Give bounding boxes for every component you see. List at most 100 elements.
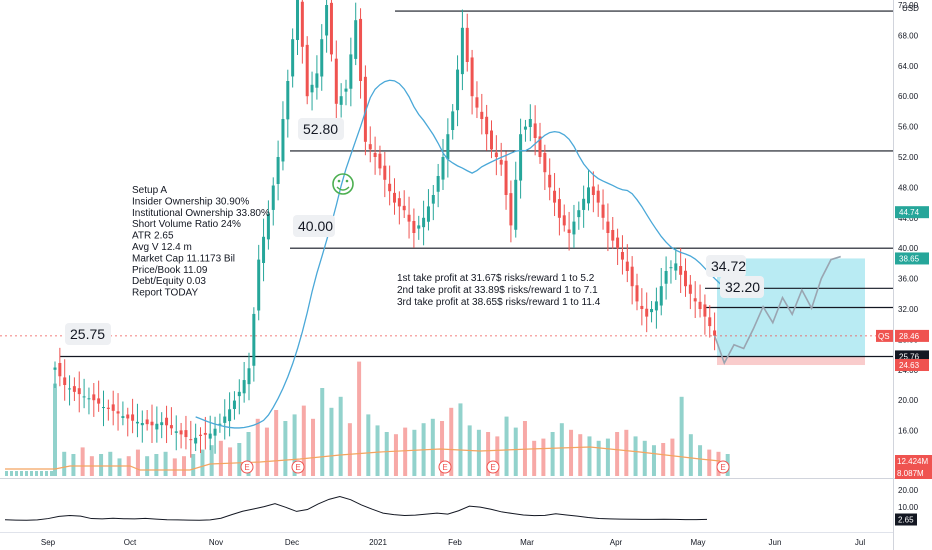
candle-body bbox=[664, 271, 668, 284]
volume-bar bbox=[633, 436, 638, 476]
volume-bar bbox=[301, 405, 306, 476]
candle-body bbox=[519, 134, 523, 181]
volume-bar bbox=[274, 410, 279, 476]
candle-body bbox=[553, 190, 557, 203]
time-tick-label: Nov bbox=[209, 538, 223, 547]
volume-bar bbox=[504, 416, 509, 476]
candle-body bbox=[441, 157, 445, 180]
price-tag-box bbox=[895, 206, 929, 219]
candle-body bbox=[223, 416, 227, 423]
time-tick-label: May bbox=[690, 538, 705, 547]
candle-body bbox=[160, 422, 164, 426]
projection-path[interactable] bbox=[713, 255, 841, 365]
candle-body bbox=[494, 152, 498, 157]
candle-body bbox=[111, 404, 115, 411]
volume-bar bbox=[522, 421, 527, 476]
candle-body bbox=[97, 398, 101, 404]
candle-body bbox=[596, 190, 600, 203]
volume-bar bbox=[209, 445, 214, 476]
candle-body bbox=[194, 437, 198, 444]
smiley-eye bbox=[345, 179, 349, 183]
candle-body bbox=[572, 221, 576, 235]
time-tick-label: Sep bbox=[41, 538, 56, 547]
candle-body bbox=[310, 84, 314, 93]
time-tick-label: Jul bbox=[855, 538, 865, 547]
volume-bar bbox=[154, 454, 159, 476]
volume-bar bbox=[25, 471, 28, 476]
volume-bar bbox=[403, 427, 408, 476]
candle-body bbox=[645, 308, 649, 317]
moving-average bbox=[195, 79, 730, 429]
candle-body bbox=[155, 423, 159, 430]
candle-body bbox=[286, 81, 290, 120]
volume-bar bbox=[108, 451, 113, 476]
volume-tag-box bbox=[895, 467, 932, 479]
volume-bar bbox=[99, 454, 104, 476]
candle-body bbox=[344, 88, 348, 92]
volume-bar bbox=[117, 458, 122, 476]
candle-body bbox=[567, 229, 571, 233]
volume-bar bbox=[624, 429, 629, 476]
volume-bar bbox=[698, 445, 703, 476]
candle-body bbox=[378, 153, 382, 169]
candle-body bbox=[688, 284, 692, 294]
price-tag-label: 24.63 bbox=[899, 361, 920, 370]
volume-bar bbox=[329, 407, 334, 476]
candle-body bbox=[674, 263, 678, 271]
volume-bar bbox=[30, 471, 33, 476]
candle-body bbox=[577, 210, 581, 218]
candle-body bbox=[523, 126, 527, 130]
projection-line bbox=[713, 255, 841, 365]
candle-body bbox=[543, 152, 547, 173]
candle-body bbox=[189, 439, 193, 441]
candle-body bbox=[339, 96, 343, 105]
volume-bar bbox=[605, 438, 610, 476]
volume-bar bbox=[559, 423, 564, 476]
setup-note: ATR 2.65 bbox=[132, 231, 174, 242]
candle-body bbox=[208, 433, 212, 439]
earnings-marker-label: E bbox=[720, 463, 725, 472]
candle-body bbox=[87, 398, 91, 400]
candle-body bbox=[92, 394, 96, 401]
candles bbox=[53, 0, 717, 458]
candle-body bbox=[616, 237, 620, 249]
level-labels[interactable]: 52.80 40.00 25.75 34.72 32.20 bbox=[65, 118, 764, 345]
volume-bar bbox=[578, 434, 583, 476]
osc-tick-label: 20.00 bbox=[898, 486, 919, 495]
risk-reward-zones[interactable] bbox=[0, 258, 893, 366]
time-tick-label: Feb bbox=[448, 538, 462, 547]
candle-body bbox=[620, 251, 624, 260]
time-axis[interactable]: Sep Oct Nov Dec 2021 Feb Mar Apr May Jun Jul bbox=[41, 538, 865, 547]
price-tick-label: 72.00 bbox=[898, 1, 919, 10]
volume-bar bbox=[320, 388, 325, 476]
volume-bar bbox=[661, 443, 666, 476]
volume-bar bbox=[135, 449, 140, 476]
volume-bar bbox=[10, 471, 13, 476]
volume-bar bbox=[541, 438, 546, 476]
time-tick-label: Mar bbox=[520, 538, 534, 547]
candle-body bbox=[460, 27, 464, 75]
candle-body bbox=[368, 144, 372, 150]
volume-bar bbox=[393, 434, 398, 476]
candle-body bbox=[179, 430, 183, 435]
osc-tick-label: 10.00 bbox=[898, 503, 919, 512]
level-callout-text: 52.80 bbox=[303, 121, 338, 137]
volume-bar bbox=[80, 447, 85, 476]
volume-bar bbox=[182, 456, 187, 476]
price-levels[interactable] bbox=[60, 10, 893, 358]
setup-note: Setup A bbox=[132, 185, 167, 196]
price-tick-label: 68.00 bbox=[898, 31, 919, 40]
symbol-tag-box bbox=[876, 329, 893, 342]
candle-body bbox=[320, 39, 324, 77]
candle-body bbox=[354, 20, 358, 59]
candle-body bbox=[329, 2, 333, 55]
earnings-marker-label: E bbox=[490, 463, 495, 472]
candle-body bbox=[713, 330, 717, 336]
earnings-marker bbox=[438, 460, 452, 474]
volume-bar bbox=[532, 440, 537, 476]
smiley-icon[interactable] bbox=[332, 173, 354, 195]
